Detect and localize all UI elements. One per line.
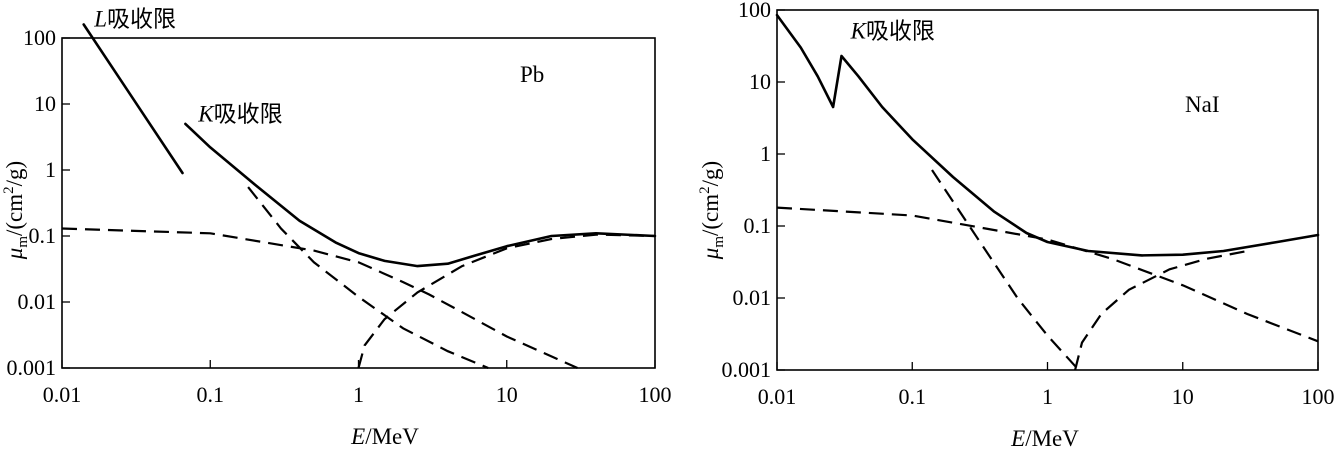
dashed-curve-2 (931, 169, 1080, 371)
x-tick-label: 10 (1172, 384, 1194, 409)
x-axis-title: E/MeV (350, 424, 419, 449)
x-tick-label: 1 (353, 382, 364, 407)
x-tick-label: 0.1 (899, 384, 927, 409)
x-tick-label: 100 (1302, 384, 1335, 409)
x-tick-label: 0.1 (197, 382, 225, 407)
y-tick-label: 0.01 (18, 289, 57, 314)
chart-nai: 0.01 0.1 1 10 1000.0010.010.1110100E/MeVμm/(… (697, 0, 1335, 451)
x-tick-label: 0.01 (758, 384, 797, 409)
y-tick-label: 0.001 (722, 357, 772, 382)
chart-pb: 0.01 0.1 1 10 1000.0010.010.1110100E/MeVμm/(… (1, 6, 672, 449)
y-tick-label: 10 (749, 69, 771, 94)
y-tick-label: 0.1 (29, 223, 57, 248)
x-tick-label: 100 (639, 382, 672, 407)
material-label: NaI (1185, 92, 1219, 117)
x-tick-label: 0.01 (43, 382, 82, 407)
y-axis-title: μm/(cm2/g) (697, 161, 727, 260)
solid-curve-1 (184, 122, 657, 268)
dashed-curve-3 (247, 186, 489, 370)
solid-curve-0 (82, 23, 184, 175)
y-tick-label: 0.001 (7, 355, 57, 380)
material-label: Pb (520, 62, 544, 87)
dashed-curve-1 (776, 206, 1319, 343)
dashed-curve-2 (61, 227, 578, 370)
x-axis-title: E/MeV (1010, 426, 1079, 451)
dashed-curve-4 (357, 233, 656, 369)
edge-annotation: K吸收限 (197, 102, 282, 128)
edge-annotation: L吸收限 (93, 6, 176, 32)
y-tick-label: 10 (34, 91, 56, 116)
dashed-curve-3 (1074, 249, 1248, 371)
solid-curve-0 (775, 13, 1320, 257)
y-axis-title: μm/(cm2/g) (1, 161, 31, 260)
y-tick-label: 100 (738, 0, 771, 22)
y-tick-label: 100 (23, 25, 56, 50)
x-tick-label: 1 (1042, 384, 1053, 409)
plot-frame (776, 9, 1319, 371)
y-tick-label: 1 (760, 141, 771, 166)
x-tick-label: 10 (496, 382, 518, 407)
y-tick-label: 0.01 (733, 285, 772, 310)
y-tick-label: 1 (45, 157, 56, 182)
edge-annotation: K吸收限 (850, 19, 935, 45)
plot-frame (61, 37, 656, 369)
y-tick-label: 0.1 (744, 213, 772, 238)
